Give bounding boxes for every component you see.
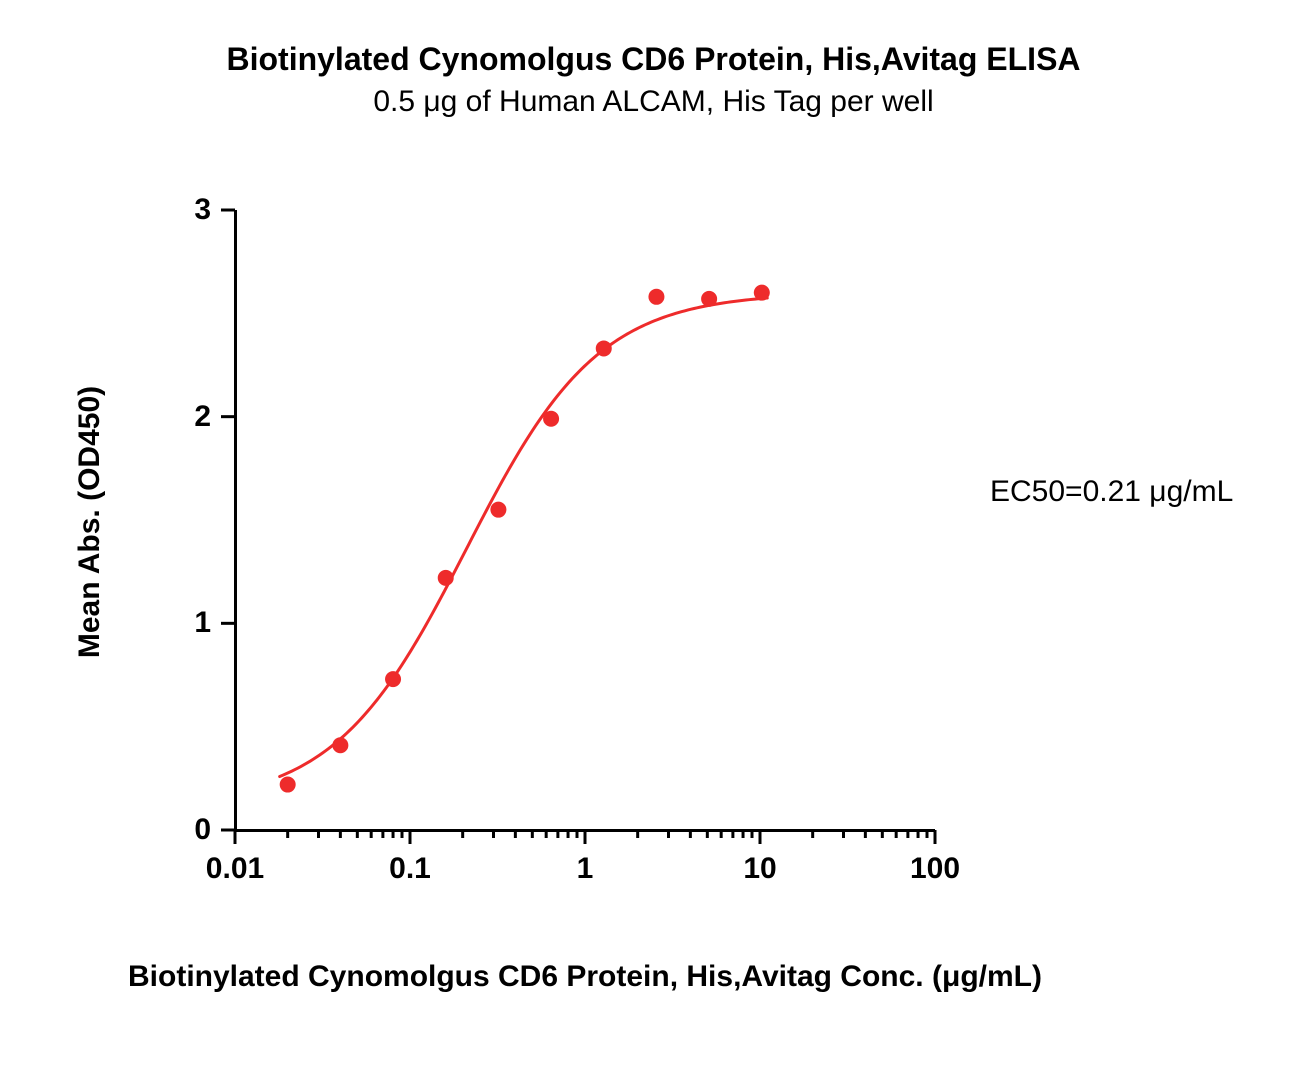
data-point <box>754 285 770 301</box>
data-point <box>596 340 612 356</box>
data-point <box>438 570 454 586</box>
data-point <box>385 671 401 687</box>
data-point <box>280 777 296 793</box>
data-point <box>648 289 664 305</box>
data-point <box>543 411 559 427</box>
chart-container: Biotinylated Cynomolgus CD6 Protein, His… <box>0 0 1307 1083</box>
fit-curve <box>280 298 768 777</box>
data-point <box>701 291 717 307</box>
plot-svg <box>0 0 1307 1083</box>
data-point <box>332 737 348 753</box>
data-point <box>490 502 506 518</box>
